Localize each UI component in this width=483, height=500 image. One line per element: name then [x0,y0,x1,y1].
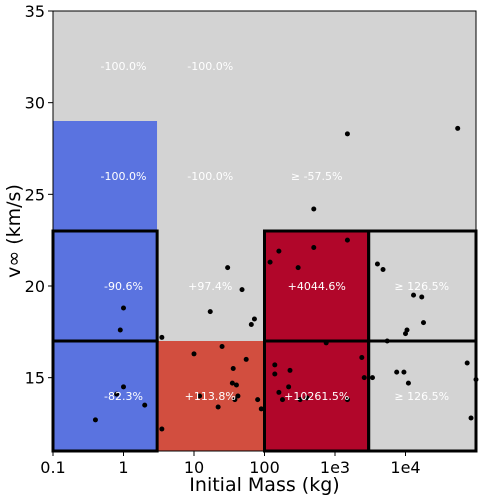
data-point [215,404,221,410]
data-point [159,334,165,340]
data-point [287,367,293,373]
data-point [191,351,197,357]
data-point [344,237,350,243]
heatmap-cell [368,341,476,451]
y-axis-label: v∞ (km/s) [3,184,25,278]
data-point [251,316,257,322]
data-point [225,265,231,271]
data-point [394,369,400,375]
heatmap-cell [53,11,158,121]
data-point [267,259,273,265]
cell-value-label: +113.8% [185,390,236,403]
data-point [374,261,380,267]
cell-value-label: -100.0% [101,60,147,73]
data-point [297,397,303,403]
y-tick-label: 15 [25,369,45,388]
data-point [380,267,386,272]
x-tick-label: 1e3 [320,458,350,477]
data-point [276,389,282,395]
data-point [255,397,261,403]
data-point [114,391,120,397]
data-point [207,309,213,315]
y-tick-label: 25 [25,185,45,204]
y-tick-label: 20 [25,277,45,296]
data-point [233,382,239,388]
data-point [232,397,238,403]
data-point [468,415,474,421]
x-axis-label: Initial Mass (kg) [189,474,339,496]
heatmap-cell [157,11,265,121]
data-point [369,375,375,381]
data-point [464,360,470,366]
data-point [219,344,225,349]
data-point [295,265,301,271]
data-point [420,320,426,326]
data-point [121,305,126,311]
heatmap-cell [264,231,369,341]
data-point [344,131,350,137]
heatmap-cell [264,121,369,231]
data-point [344,397,350,403]
data-point [230,366,236,371]
y-tick-label: 30 [25,94,45,113]
cell-value-label: ≥ 126.5% [394,390,449,403]
data-point [197,393,203,399]
x-tick-label: 0.1 [40,458,65,477]
cell-value-label: +4044.6% [288,280,346,293]
data-point [121,384,126,390]
data-point [384,338,390,344]
cell-value-label: -100.0% [187,60,233,73]
data-point [248,322,254,327]
data-point [276,248,282,254]
data-point [239,287,245,293]
cell-value-label: -100.0% [187,170,233,183]
x-tick-label: 100 [249,458,280,477]
cell-value-label: ≥ -57.5% [291,170,343,183]
heatmap-cell [53,231,158,341]
data-point [272,362,278,368]
heatmap-cell [53,341,158,451]
data-point [361,375,367,381]
data-point [311,245,317,250]
data-point [323,340,329,346]
x-tick-label: 1e4 [390,458,420,477]
data-point [243,356,249,362]
heatmap-cell [53,121,158,231]
data-point [419,294,425,300]
data-point [117,327,123,333]
data-point [142,402,148,408]
data-point [92,417,98,423]
data-point [286,384,292,390]
cell-value-label: -82.3% [104,390,143,403]
cell-value-label: ≥ 126.5% [394,280,449,293]
data-point [272,371,278,377]
cell-value-label: -90.6% [104,280,143,293]
data-point [235,393,241,399]
heatmap-cell [157,121,265,231]
y-tick-label: 35 [25,2,45,21]
data-point [401,369,407,375]
data-point [311,206,317,212]
data-point [411,292,417,298]
heatmap-cell [264,341,369,451]
data-point [405,380,411,386]
data-point [159,426,165,432]
x-tick-label: 10 [184,458,204,477]
cell-value-label: +10261.5% [284,390,349,403]
data-point [359,355,365,360]
cell-value-label: +97.4% [188,280,232,293]
data-point [258,406,264,412]
data-point [279,397,285,403]
data-point [229,380,235,386]
x-tick-label: 1 [118,458,128,477]
data-point [304,395,310,401]
data-point [404,327,410,333]
data-point [455,125,461,131]
heatmap-cell [157,231,265,341]
cell-value-label: -100.0% [101,170,147,183]
